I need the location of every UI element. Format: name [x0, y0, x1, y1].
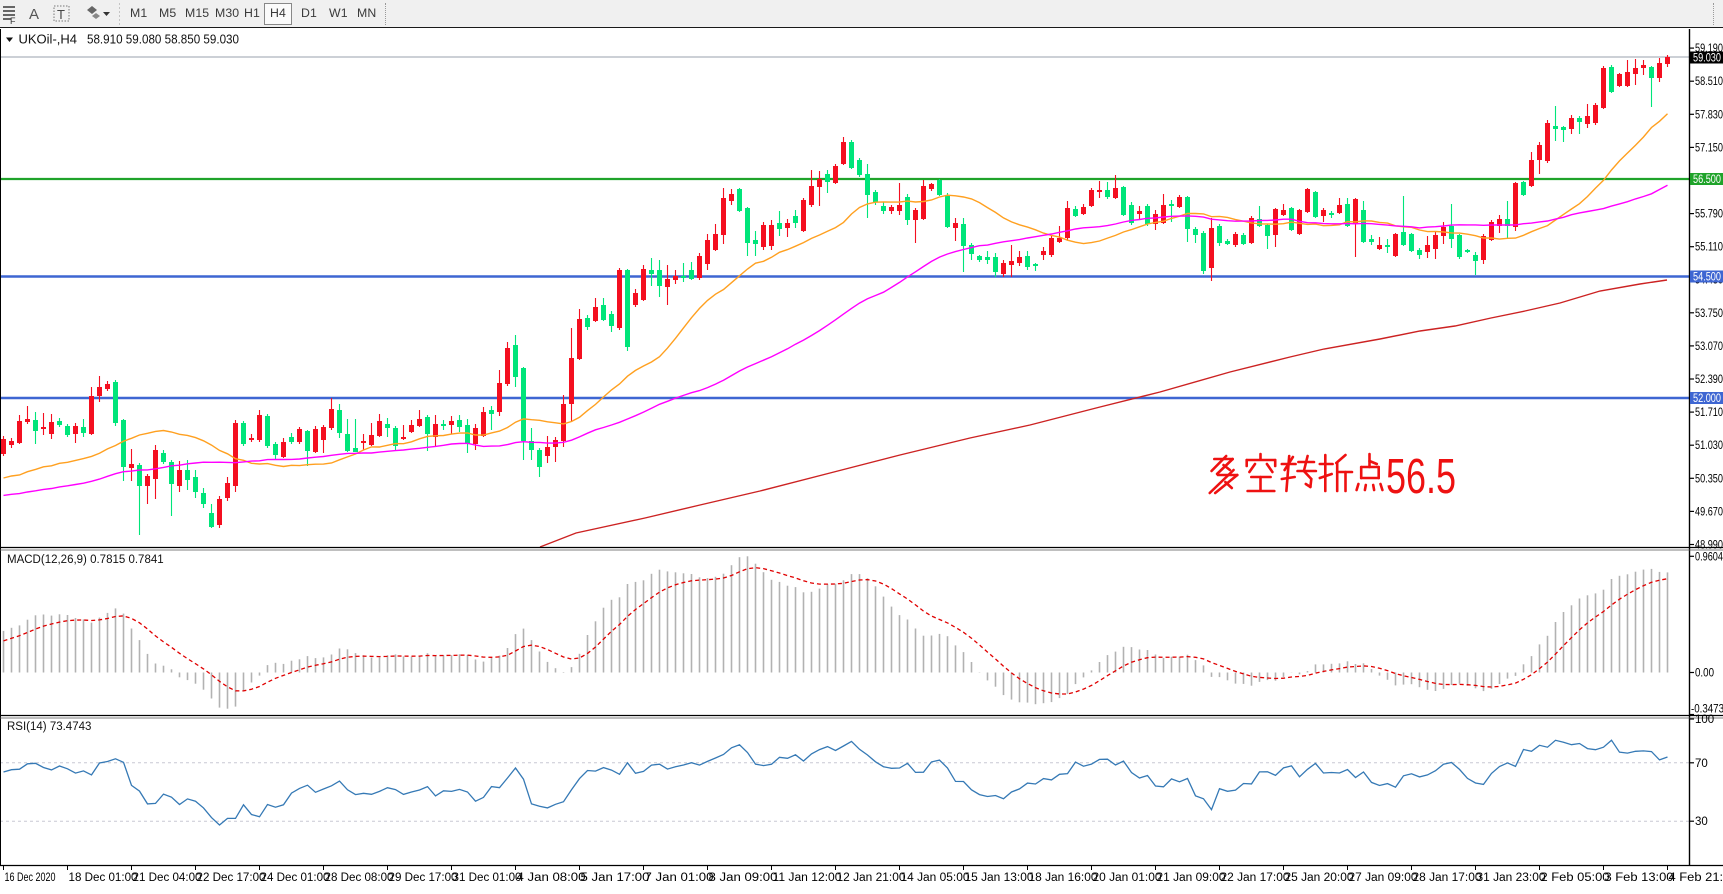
svg-text:59.030: 59.030	[1693, 53, 1721, 65]
svg-text:31 Jan 23:00: 31 Jan 23:00	[1477, 872, 1546, 884]
svg-text:58.510: 58.510	[1695, 76, 1723, 88]
svg-text:55.110: 55.110	[1695, 242, 1723, 254]
svg-text:-0.3473: -0.3473	[1691, 704, 1723, 716]
svg-text:54.500: 54.500	[1693, 272, 1721, 284]
svg-text:55.790: 55.790	[1695, 209, 1723, 221]
svg-text:22 Dec 17:00: 22 Dec 17:00	[197, 872, 266, 884]
svg-text:48.990: 48.990	[1695, 540, 1723, 552]
svg-text:70: 70	[1695, 758, 1708, 770]
svg-text:30: 30	[1695, 816, 1708, 828]
svg-text:21 Jan 09:00: 21 Jan 09:00	[1157, 872, 1226, 884]
svg-text:25 Jan 20:00: 25 Jan 20:00	[1285, 872, 1354, 884]
svg-text:MACD(12,26,9) 0.7815 0.7841: MACD(12,26,9) 0.7815 0.7841	[7, 554, 164, 566]
svg-text:UKOil-,H4: UKOil-,H4	[19, 33, 78, 47]
svg-text:51.710: 51.710	[1695, 407, 1723, 419]
svg-text:56.5: 56.5	[1386, 450, 1456, 504]
svg-text:T: T	[57, 7, 65, 22]
svg-text:50.350: 50.350	[1695, 473, 1723, 485]
svg-text:28 Jan 17:00: 28 Jan 17:00	[1413, 872, 1482, 884]
svg-text:15 Jan 13:00: 15 Jan 13:00	[965, 872, 1034, 884]
svg-text:18 Jan 16:00: 18 Jan 16:00	[1029, 872, 1098, 884]
svg-text:51.030: 51.030	[1695, 440, 1723, 452]
svg-text:2 Feb 05:00: 2 Feb 05:00	[1541, 872, 1610, 884]
svg-text:16 Dec 2020: 16 Dec 2020	[5, 872, 56, 884]
svg-text:100: 100	[1695, 714, 1714, 726]
svg-text:F: F	[10, 16, 16, 26]
svg-text:27 Jan 09:00: 27 Jan 09:00	[1349, 872, 1418, 884]
svg-text:57.830: 57.830	[1695, 109, 1723, 121]
svg-text:11 Jan 12:00: 11 Jan 12:00	[773, 872, 842, 884]
svg-text:5 Jan 17:00: 5 Jan 17:00	[581, 872, 650, 884]
svg-text:28 Dec 08:00: 28 Dec 08:00	[325, 872, 394, 884]
svg-text:18 Dec 01:00: 18 Dec 01:00	[69, 872, 138, 884]
svg-text:12 Jan 21:00: 12 Jan 21:00	[837, 872, 906, 884]
svg-text:58.910 59.080 58.850 59.030: 58.910 59.080 58.850 59.030	[87, 33, 239, 47]
svg-text:29 Dec 17:00: 29 Dec 17:00	[389, 872, 458, 884]
svg-text:20 Jan 01:00: 20 Jan 01:00	[1093, 872, 1162, 884]
svg-text:7 Jan 01:00: 7 Jan 01:00	[645, 872, 714, 884]
svg-text:22 Jan 17:00: 22 Jan 17:00	[1221, 872, 1290, 884]
svg-text:56.500: 56.500	[1693, 174, 1721, 186]
svg-text:3 Feb 13:00: 3 Feb 13:00	[1605, 872, 1674, 884]
svg-text:A: A	[29, 6, 39, 23]
svg-text:14 Jan 05:00: 14 Jan 05:00	[901, 872, 970, 884]
svg-text:0.9604: 0.9604	[1695, 551, 1723, 563]
svg-text:24 Dec 01:00: 24 Dec 01:00	[261, 872, 330, 884]
svg-text:0.00: 0.00	[1695, 668, 1714, 680]
svg-text:49.670: 49.670	[1695, 506, 1723, 518]
svg-text:4 Feb 21:00: 4 Feb 21:00	[1669, 872, 1723, 884]
svg-text:31 Dec 01:00: 31 Dec 01:00	[453, 872, 522, 884]
svg-text:57.150: 57.150	[1695, 142, 1723, 154]
svg-text:RSI(14) 73.4743: RSI(14) 73.4743	[7, 721, 91, 733]
svg-text:21 Dec 04:00: 21 Dec 04:00	[133, 872, 202, 884]
svg-text:53.070: 53.070	[1695, 341, 1723, 353]
svg-text:52.000: 52.000	[1693, 393, 1721, 405]
svg-text:8 Jan 09:00: 8 Jan 09:00	[709, 872, 778, 884]
svg-text:4 Jan 08:00: 4 Jan 08:00	[517, 872, 586, 884]
svg-text:52.390: 52.390	[1695, 374, 1723, 386]
svg-text:53.750: 53.750	[1695, 308, 1723, 320]
